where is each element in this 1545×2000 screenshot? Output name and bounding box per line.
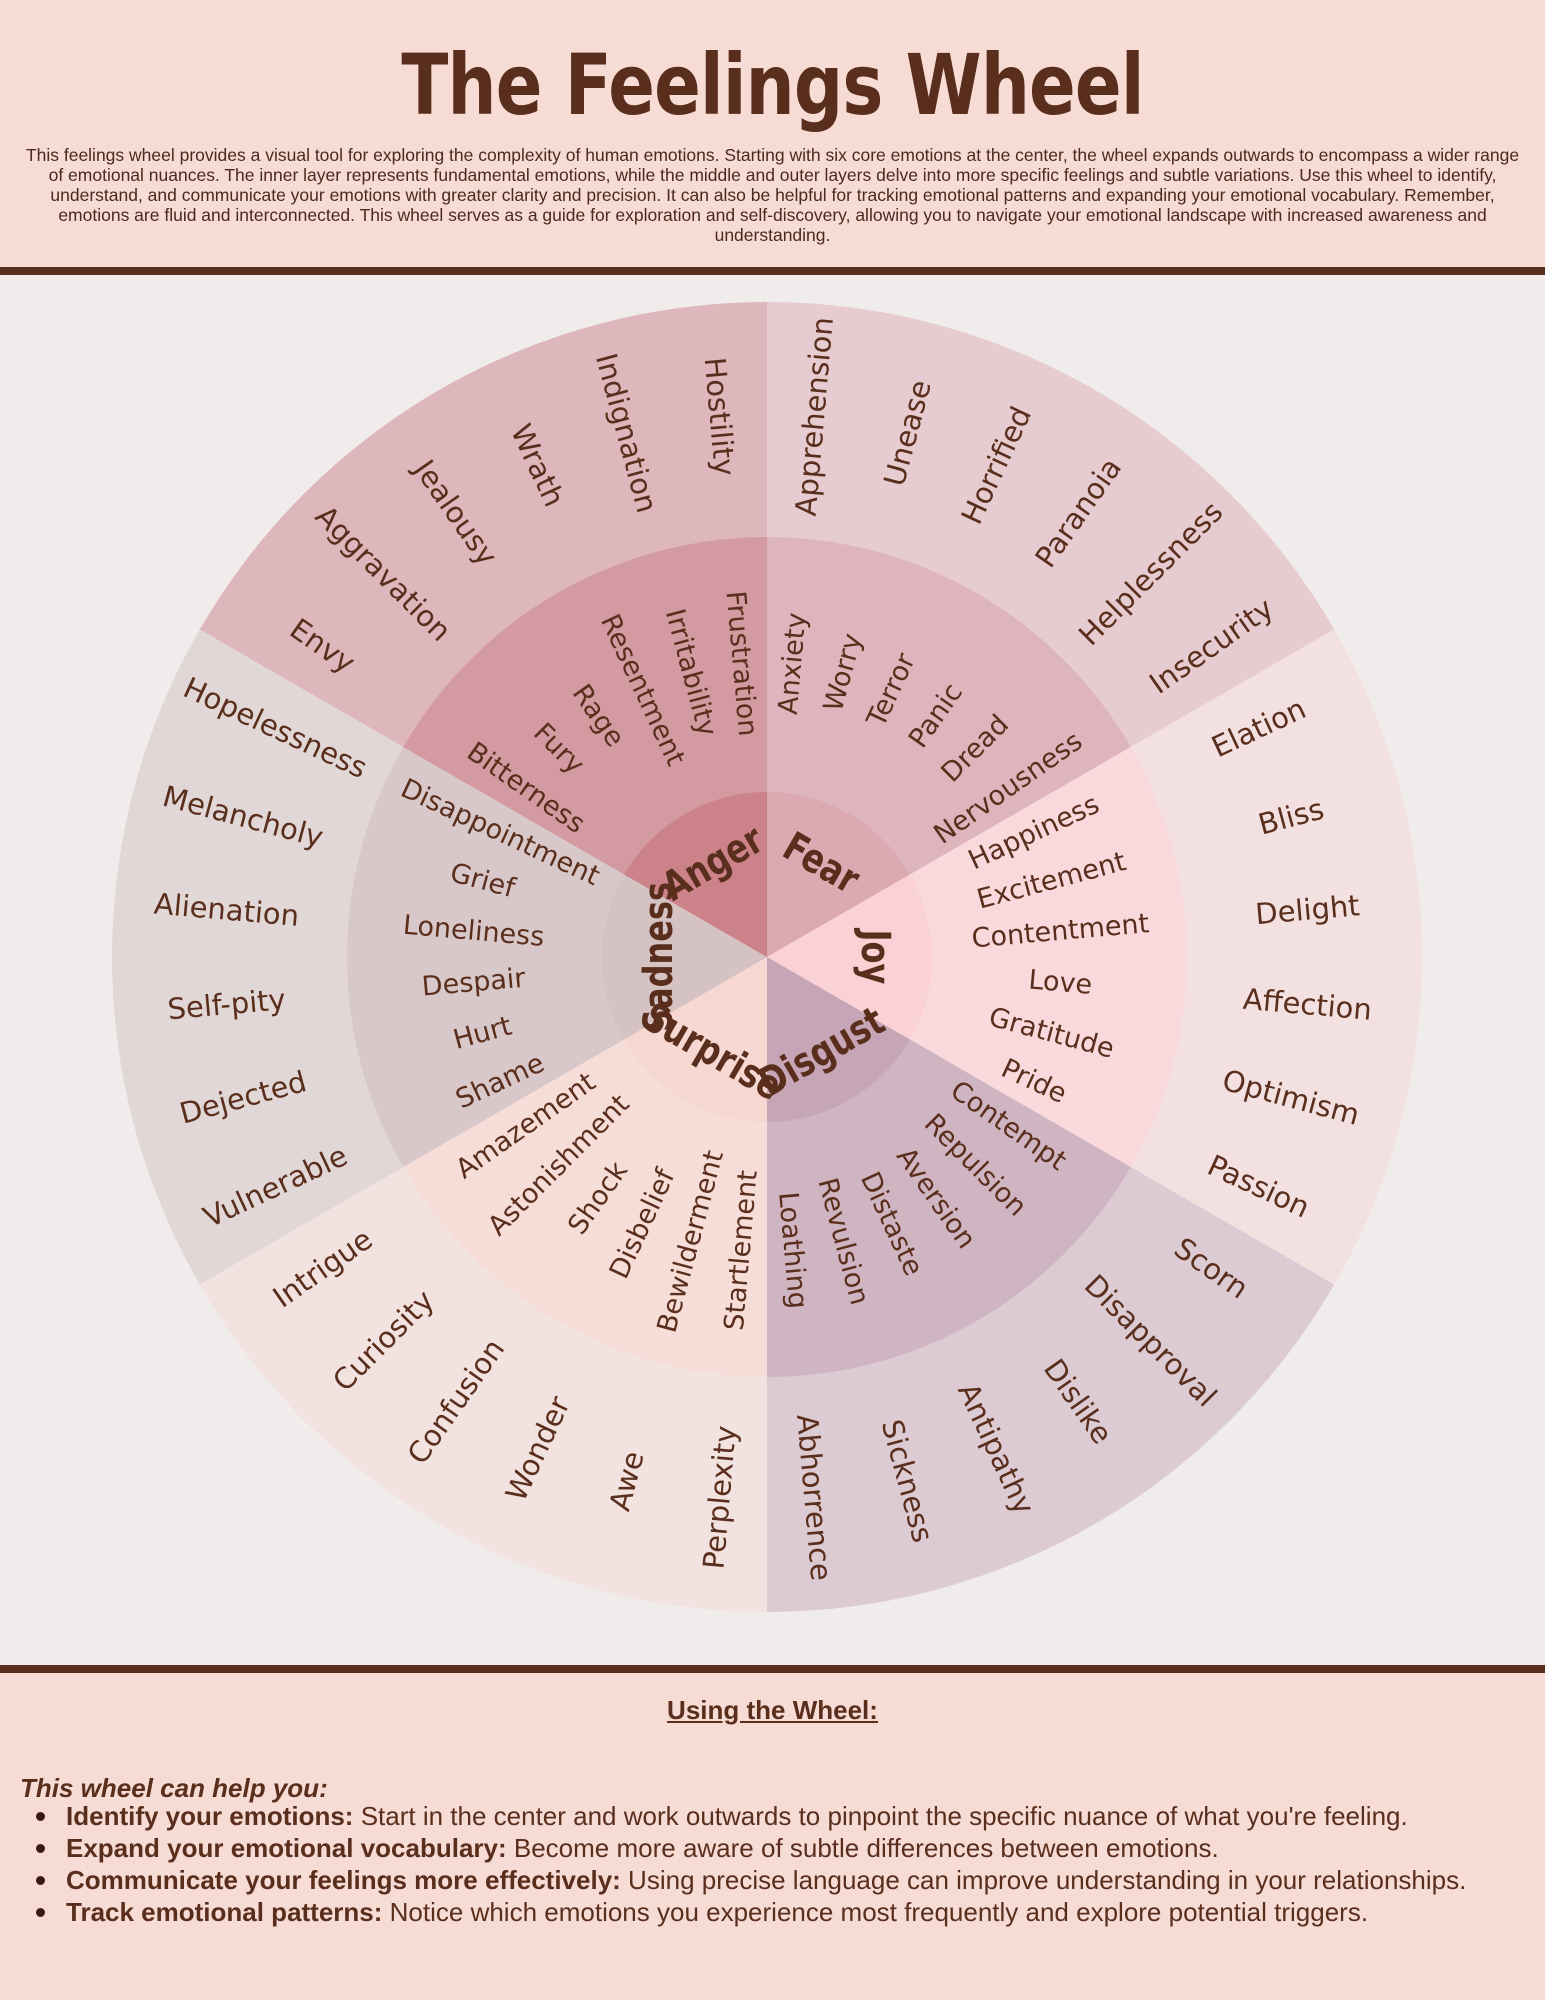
- tip-text: Start in the center and work outwards to…: [353, 1801, 1408, 1831]
- anger-core-segment: [624, 792, 767, 957]
- surprise-core-segment: [624, 957, 767, 1122]
- sadness-middle-segment: [347, 747, 767, 1167]
- tip-heading: Communicate your feelings more effective…: [66, 1865, 621, 1895]
- fear-core-segment: [767, 792, 910, 957]
- tips-list: Identify your emotions: Start in the cen…: [36, 1801, 1516, 1931]
- disgust-core-segment: [767, 957, 910, 1122]
- tip-text: Become more aware of subtle differences …: [506, 1833, 1219, 1863]
- tip-text: Using precise language can improve under…: [620, 1865, 1467, 1895]
- feelings-wheel-area: Fear Anxiety Worry Terror Panic Dread Nervousn…: [0, 275, 1545, 1665]
- middle-emotion-love: Love: [1027, 964, 1093, 1000]
- tip-item: Identify your emotions: Start in the cen…: [36, 1801, 1516, 1831]
- sadness-core-segment: [602, 874, 767, 1040]
- joy-middle-segment: [767, 747, 1187, 1167]
- help-intro: This wheel can help you:: [20, 1773, 328, 1803]
- tip-item: Communicate your feelings more effective…: [36, 1865, 1516, 1895]
- core-emotion-sadness: Sadness: [634, 882, 681, 1032]
- tip-item: Expand your emotional vocabulary: Become…: [36, 1833, 1516, 1863]
- page-title: The Feelings Wheel: [401, 36, 1144, 134]
- usage-title: Using the Wheel:: [667, 1695, 878, 1725]
- footer: Using the Wheel: This wheel can help you…: [0, 1665, 1545, 2000]
- tip-text: Notice which emotions you experience mos…: [382, 1897, 1369, 1927]
- core-emotion-joy: Joy: [852, 927, 899, 984]
- intro-paragraph: This feelings wheel provides a visual to…: [25, 145, 1520, 245]
- tip-item: Track emotional patterns: Notice which e…: [36, 1897, 1516, 1927]
- tip-heading: Expand your emotional vocabulary:: [66, 1833, 507, 1863]
- joy-core-segment: [767, 874, 932, 1040]
- tip-heading: Identify your emotions:: [66, 1801, 354, 1831]
- tip-heading: Track emotional patterns:: [66, 1897, 383, 1927]
- header: The Feelings Wheel This feelings wheel p…: [0, 0, 1545, 275]
